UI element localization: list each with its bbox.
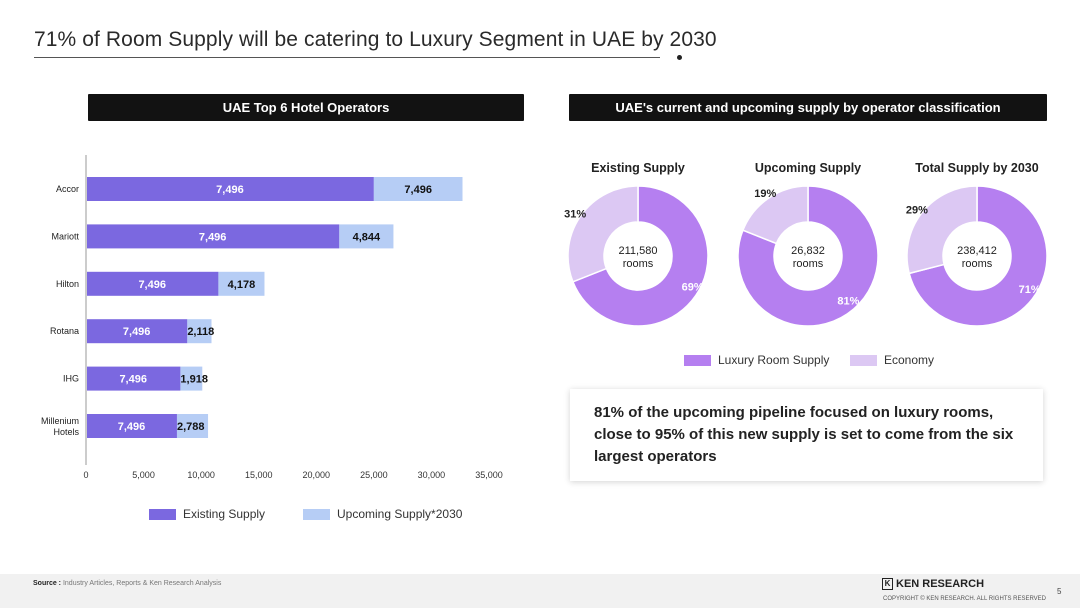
- footer-bar: [0, 574, 1080, 608]
- x-tick-label: 15,000: [245, 470, 273, 480]
- bar-upcoming-supply: [339, 224, 394, 249]
- bar-legend-upcoming: Upcoming Supply*2030: [303, 507, 462, 521]
- bar-label-existing: 7,496: [216, 184, 244, 196]
- donut-center-unit: rooms: [623, 258, 654, 270]
- bar-legend-existing: Existing Supply: [149, 507, 265, 521]
- bar-label-existing: 7,496: [119, 374, 147, 386]
- category-label: Accor: [56, 184, 79, 194]
- legend-label-luxury: Luxury Room Supply: [718, 353, 830, 367]
- x-tick-label: 30,000: [418, 470, 446, 480]
- donut-label-economy: 29%: [906, 204, 928, 216]
- donut-center: [774, 222, 842, 290]
- source-note: Source : Industry Articles, Reports & Ke…: [33, 580, 221, 587]
- key-insight-callout: 81% of the upcoming pipeline focused on …: [570, 389, 1043, 481]
- bar-existing-supply: [87, 177, 374, 201]
- left-panel-header: UAE Top 6 Hotel Operators: [88, 94, 524, 121]
- category-label: Hilton: [56, 279, 79, 289]
- x-tick-label: 35,000: [475, 470, 503, 480]
- bar-label-existing: 7,496: [138, 279, 166, 291]
- copyright-text: COPYRIGHT © KEN RESEARCH. ALL RIGHTS RES…: [883, 596, 1047, 602]
- legend-swatch-economy: [850, 354, 877, 366]
- legend-swatch-existing: [149, 508, 176, 520]
- operators-bar-chart: 0 5,000 10,000 15,000 20,000 25,000 30,000 35,0…: [41, 155, 503, 480]
- ken-research-logo: K KEN RESEARCH: [882, 578, 984, 590]
- bar-label-upcoming: 1,918: [180, 374, 208, 386]
- donut-center-value: 26,832: [791, 245, 825, 257]
- bar-existing-supply: [87, 414, 177, 438]
- x-tick-label: 10,000: [187, 470, 215, 480]
- x-tick-label: 5,000: [132, 470, 155, 480]
- legend-swatch-luxury: [684, 354, 711, 366]
- donut-label-luxury: 81%: [837, 296, 859, 308]
- source-label: Source :: [33, 580, 62, 587]
- legend-label-economy: Economy: [884, 353, 935, 367]
- bar-label-existing: 7,496: [199, 231, 227, 243]
- bar-label-upcoming: 4,178: [228, 279, 256, 291]
- bar-upcoming-supply: [218, 271, 265, 296]
- donut-label-luxury: 71%: [1019, 284, 1041, 296]
- bar-upcoming-supply: [187, 319, 212, 344]
- donut-label-economy: 31%: [564, 208, 586, 220]
- donut-center-unit: rooms: [793, 258, 824, 270]
- bar-existing-supply: [87, 224, 340, 249]
- category-label: Millenium: [41, 416, 79, 426]
- source-text: Industry Articles, Reports & Ken Researc…: [62, 580, 222, 587]
- bar-label-existing: 7,496: [123, 326, 151, 338]
- logo-mark-icon: K: [882, 578, 893, 590]
- legend-label-existing: Existing Supply: [183, 507, 266, 521]
- bar-upcoming-supply: [373, 177, 463, 201]
- title-underline: [34, 57, 660, 58]
- donut-label-economy: 19%: [754, 188, 776, 200]
- bar-existing-supply: [87, 366, 181, 391]
- logo-text: KEN RESEARCH: [896, 578, 985, 590]
- bar-label-upcoming: 2,118: [187, 326, 214, 338]
- donut-center-unit: rooms: [962, 258, 993, 270]
- bar-label-upcoming: 2,788: [177, 421, 205, 433]
- supply-donut-charts: Existing Supply211,580rooms69%31%Upcomin…: [564, 161, 1048, 327]
- bar-upcoming-supply: [176, 414, 209, 438]
- bar-label-existing: 7,496: [118, 421, 146, 433]
- category-label: Hotels: [53, 427, 79, 437]
- bar-label-upcoming: 7,496: [404, 184, 432, 196]
- donut-center-value: 211,580: [619, 245, 658, 257]
- donut-legend-economy: Economy: [850, 353, 934, 367]
- bar-existing-supply: [87, 271, 219, 296]
- x-tick-label: 20,000: [303, 470, 331, 480]
- bar-upcoming-supply: [180, 366, 203, 391]
- category-label: Mariott: [51, 231, 79, 241]
- category-label: IHG: [63, 374, 79, 384]
- right-panel-header: UAE's current and upcoming supply by ope…: [569, 94, 1047, 121]
- legend-swatch-upcoming: [303, 508, 330, 520]
- donut-legend-luxury: Luxury Room Supply: [684, 353, 829, 367]
- x-tick-label: 0: [83, 470, 88, 480]
- donut-title: Upcoming Supply: [755, 161, 861, 175]
- slide-title: 71% of Room Supply will be catering to L…: [34, 28, 717, 51]
- x-tick-label: 25,000: [360, 470, 388, 480]
- title-bullet-dot: [677, 55, 682, 60]
- donut-center: [604, 222, 672, 290]
- bar-existing-supply: [87, 319, 188, 344]
- donut-label-luxury: 69%: [682, 281, 704, 293]
- donut-center: [943, 222, 1011, 290]
- donut-center-value: 238,412: [957, 245, 997, 257]
- donut-title: Total Supply by 2030: [915, 161, 1038, 175]
- donut-title: Existing Supply: [591, 161, 685, 175]
- category-label: Rotana: [50, 326, 79, 336]
- bar-label-upcoming: 4,844: [353, 231, 381, 243]
- legend-label-upcoming: Upcoming Supply*2030: [337, 507, 463, 521]
- page-number: 5: [1057, 587, 1062, 596]
